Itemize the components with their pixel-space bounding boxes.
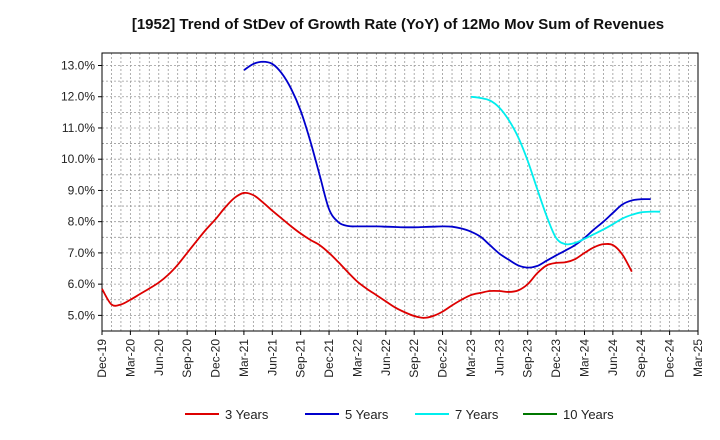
x-tick-label: Mar-21 [237, 339, 251, 377]
x-tick-label: Dec-23 [549, 339, 563, 378]
x-tick-label: Jun-20 [152, 339, 166, 376]
y-tick-label: 8.0% [68, 215, 96, 229]
series-line-7-years [470, 95, 661, 246]
legend-label-3-years: 3 Years [225, 407, 269, 422]
x-tick-label: Jun-23 [492, 339, 506, 376]
legend-label-5-years: 5 Years [345, 407, 389, 422]
series-line-3-years [101, 191, 633, 319]
y-tick-label: 10.0% [61, 152, 95, 166]
x-tick-label: Jun-24 [606, 339, 620, 376]
x-tick-label: Mar-25 [691, 339, 705, 377]
x-tick-label: Sep-22 [407, 339, 421, 378]
y-tick-label: 13.0% [61, 58, 95, 72]
x-tick-label: Sep-21 [294, 339, 308, 378]
legend: 3 Years 5 Years 7 Years 10 Years [185, 407, 614, 422]
x-tick-label: Jun-22 [379, 339, 393, 376]
x-tick-label: Mar-24 [577, 339, 591, 377]
y-tick-label: 11.0% [62, 121, 95, 135]
y-tick-label: 5.0% [68, 308, 96, 322]
y-tick-label: 12.0% [61, 90, 95, 104]
y-tick-label: 7.0% [68, 246, 96, 260]
y-axis-ticks: 5.0% 6.0% 7.0% 8.0% 9.0% 10.0% 11.0% 12.0% 13.0% [61, 58, 102, 322]
x-tick-label: Sep-20 [180, 339, 194, 378]
plot-frame [101, 52, 699, 332]
x-tick-label: Dec-24 [663, 339, 677, 378]
legend-label-10-years: 10 Years [563, 407, 614, 422]
x-tick-label: Mar-23 [464, 339, 478, 377]
x-tick-label: Dec-22 [436, 339, 450, 378]
x-tick-label: Sep-23 [521, 339, 535, 378]
x-tick-label: Dec-20 [209, 339, 223, 378]
grid-lines [102, 53, 698, 332]
x-tick-label: Sep-24 [634, 339, 648, 378]
y-tick-label: 6.0% [68, 277, 96, 291]
legend-label-7-years: 7 Years [455, 407, 499, 422]
plot-area [102, 53, 698, 331]
x-tick-label: Mar-22 [350, 339, 364, 377]
x-tick-label: Dec-21 [322, 339, 336, 378]
x-tick-label: Jun-21 [265, 339, 279, 376]
x-tick-label: Dec-19 [95, 339, 109, 378]
series-layer [101, 60, 661, 319]
x-tick-label: Mar-20 [123, 339, 137, 377]
y-tick-label: 9.0% [68, 183, 96, 197]
x-axis-ticks: Dec-19 Mar-20 Jun-20 Sep-20 Dec-20 Mar-21 Jun-… [95, 331, 705, 378]
chart-title: [1952] Trend of StDev of Growth Rate (Yo… [132, 16, 664, 33]
